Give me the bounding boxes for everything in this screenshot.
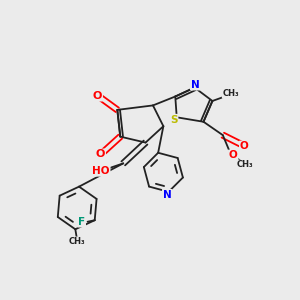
Text: S: S	[170, 115, 178, 125]
Text: N: N	[163, 190, 172, 200]
Text: CH₃: CH₃	[223, 89, 239, 98]
Text: O: O	[240, 141, 249, 152]
Text: O: O	[229, 150, 238, 160]
Text: O: O	[93, 91, 102, 100]
Text: O: O	[96, 149, 105, 160]
Text: CH₃: CH₃	[237, 160, 254, 169]
Text: F: F	[78, 217, 85, 227]
Text: HO: HO	[92, 166, 110, 176]
Text: CH₃: CH₃	[68, 237, 85, 246]
Text: N: N	[191, 80, 200, 90]
